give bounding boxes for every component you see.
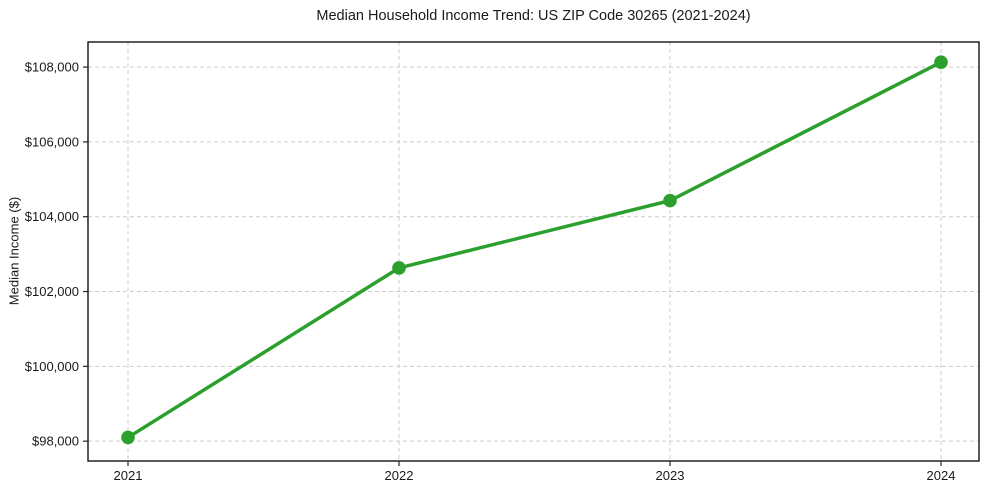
y-tick-label: $108,000 [25,60,79,75]
y-tick-label: $106,000 [25,134,79,149]
series-line [126,60,943,440]
x-tick-label: 2023 [656,468,685,483]
y-axis-label: Median Income ($) [6,196,22,306]
data-point-2023 [663,193,677,208]
data-point-2022 [392,261,406,275]
x-tick-label: 2024 [927,468,956,483]
y-tick-label: $100,000 [25,359,79,374]
plot-frame [87,41,980,462]
x-tick-label: 2021 [114,468,143,483]
y-tick-label: $104,000 [25,209,79,224]
y-tick-label: $98,000 [32,434,79,449]
data-point-2021 [121,430,135,445]
chart-title: Median Household Income Trend: US ZIP Co… [316,8,751,24]
x-tick-label: 2022 [385,468,414,483]
data-point-2024 [934,55,948,70]
y-tick-label: $102,000 [25,284,79,299]
